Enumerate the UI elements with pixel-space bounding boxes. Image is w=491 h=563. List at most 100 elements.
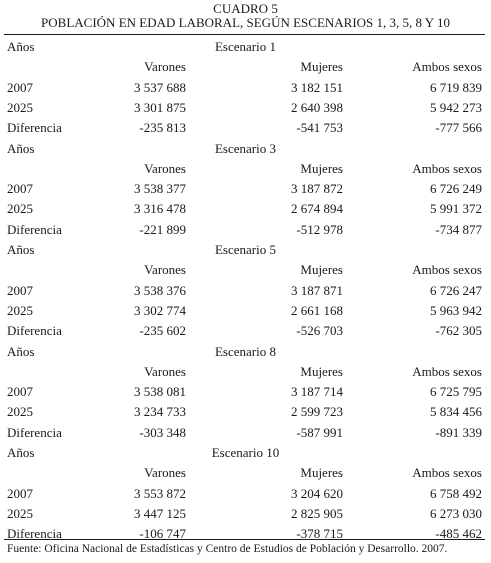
table-row: 2025 3 447 125 2 825 905 6 273 030 [0,505,491,522]
column-header: Varones [144,465,186,481]
table-cell: 5 834 456 [430,404,482,420]
column-header-row: Varones Mujeres Ambos sexos [0,363,491,380]
column-header-row: Varones Mujeres Ambos sexos [0,58,491,75]
table-cell: 3 301 875 [134,99,186,115]
table-row: Diferencia -235 602 -526 703 -762 305 [0,322,491,339]
table-cell: 3 187 872 [291,181,343,197]
table-cell: 3 187 714 [291,384,343,400]
row-label: 2025 [7,99,33,115]
table-row: 2025 3 316 478 2 674 894 5 991 372 [0,200,491,217]
table-row: 2025 3 301 875 2 640 398 5 942 273 [0,99,491,116]
table-number: CUADRO 5 [213,1,278,16]
table-cell: 6 758 492 [430,485,482,501]
row-label: 2025 [7,302,33,318]
table-row: Diferencia -235 813 -541 753 -777 566 [0,119,491,136]
column-header: Varones [144,160,186,176]
years-label: Años [7,39,35,54]
table-row: Diferencia -221 899 -512 978 -734 877 [0,221,491,238]
table-cell: -762 305 [435,323,482,339]
table-cell: -485 462 [435,526,482,542]
table-cell: -891 339 [435,424,482,440]
table-cell: 2 640 398 [291,99,343,115]
table-cell: -235 602 [139,323,186,339]
row-label: 2007 [7,181,33,197]
years-label: Años [7,343,35,359]
column-header-row: Varones Mujeres Ambos sexos [0,464,491,481]
scenario-title: Escenario 10 [211,445,280,460]
table-cell: 6 719 839 [430,79,482,95]
table-cell: 3 302 774 [134,302,186,318]
scenario-header-row: Años Escenario 1 [0,38,491,55]
scenario-title: Escenario 1 [214,39,276,54]
row-label: Diferencia [7,221,62,237]
scenario-title: Escenario 5 [214,242,276,257]
years-label: Años [7,140,35,156]
table-cell: 5 942 273 [430,99,482,115]
row-label: Diferencia [7,323,62,339]
column-header: Varones [144,59,186,75]
table-cell: 3 447 125 [134,505,186,521]
table-row: 2007 3 538 081 3 187 714 6 725 795 [0,383,491,400]
row-label: Diferencia [7,120,62,136]
bottom-rule [4,539,485,540]
row-label: Diferencia [7,526,62,542]
years-label: Años [7,445,35,460]
table-cell: 3 538 376 [134,282,186,298]
column-header: Mujeres [300,262,343,278]
column-header: Ambos sexos [412,262,482,278]
column-header: Ambos sexos [412,363,482,379]
scenario-header-row: Años Escenario 3 [0,140,491,157]
years-label: Años [7,242,35,257]
table-cell: 2 661 168 [291,302,343,318]
table-cell: 3 537 688 [134,79,186,95]
table-cell: -106 747 [139,526,186,542]
column-header: Ambos sexos [412,465,482,481]
table-cell: -303 348 [139,424,186,440]
scenario-header-row: Años Escenario 10 [0,444,491,461]
scenario-header-row: Años Escenario 8 [0,343,491,360]
row-label: 2025 [7,505,33,521]
row-label: 2007 [7,384,33,400]
table-cell: -541 753 [296,120,343,136]
row-label: 2025 [7,404,33,420]
column-header: Varones [144,363,186,379]
table-cell: 2 674 894 [291,201,343,217]
column-header: Mujeres [300,59,343,75]
table-row: 2007 3 553 872 3 204 620 6 758 492 [0,485,491,502]
table-cell: 5 963 942 [430,302,482,318]
table-cell: 2 599 723 [291,404,343,420]
column-header: Mujeres [300,160,343,176]
source-note: Fuente: Oficina Nacional de Estadísticas… [7,543,448,555]
table-cell: 6 725 795 [430,384,482,400]
table-row: Diferencia -303 348 -587 991 -891 339 [0,424,491,441]
column-header: Varones [144,262,186,278]
table-cell: 6 726 247 [430,282,482,298]
table-cell: 3 234 733 [134,404,186,420]
table-cell: 3 538 081 [134,384,186,400]
table-row: 2007 3 538 376 3 187 871 6 726 247 [0,282,491,299]
column-header: Ambos sexos [412,59,482,75]
column-header: Mujeres [300,465,343,481]
table-cell: 3 182 151 [291,79,343,95]
table-title: POBLACIÓN EN EDAD LABORAL, SEGÚN ESCENAR… [41,15,450,30]
scenario-header-row: Años Escenario 5 [0,241,491,258]
row-label: 2025 [7,201,33,217]
table-cell: -512 978 [296,221,343,237]
table-cell: 3 316 478 [134,201,186,217]
table-cell: 2 825 905 [291,505,343,521]
table-cell: 3 538 377 [134,181,186,197]
scenario-title: Escenario 8 [214,343,276,359]
column-header-row: Varones Mujeres Ambos sexos [0,160,491,177]
table-cell: -221 899 [139,221,186,237]
table-cell: -235 813 [139,120,186,136]
table-cell: 5 991 372 [430,201,482,217]
scenario-title: Escenario 3 [214,140,276,156]
table-cell: 3 204 620 [291,485,343,501]
table-cell: 3 187 871 [291,282,343,298]
row-label: Diferencia [7,424,62,440]
table-cell: -777 566 [435,120,482,136]
row-label: 2007 [7,282,33,298]
top-rule [4,34,485,35]
column-header: Mujeres [300,363,343,379]
